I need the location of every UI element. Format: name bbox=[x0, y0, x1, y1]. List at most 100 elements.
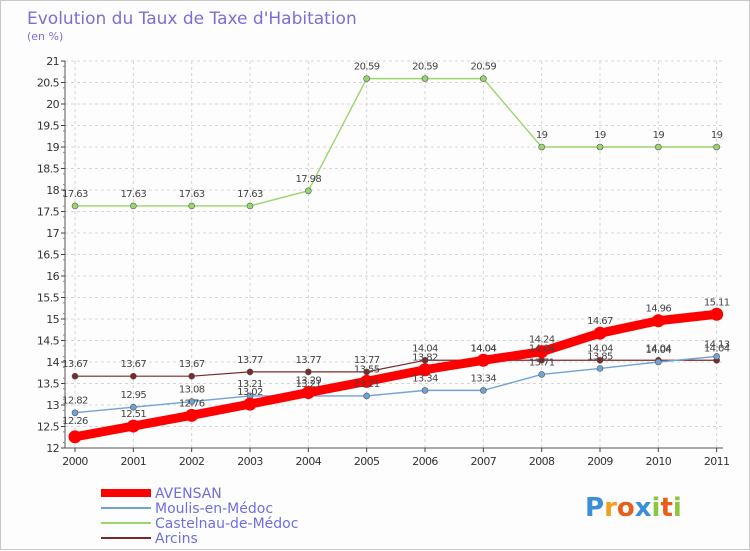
x-tick-label: 2006 bbox=[412, 455, 438, 468]
data-label-arcins: 14.04 bbox=[587, 343, 613, 354]
data-label-avensan: 12.76 bbox=[179, 398, 205, 409]
data-point-arcins bbox=[596, 356, 604, 364]
data-point-moulis-en-m-doc bbox=[188, 398, 195, 405]
data-label-castelnau-de-m-doc: 17.63 bbox=[179, 189, 205, 200]
data-point-avensan bbox=[476, 353, 490, 367]
legend-label-moulis-en-m-doc: Moulis-en-Médoc bbox=[155, 501, 273, 517]
data-point-arcins bbox=[130, 372, 137, 380]
legend-label-castelnau-de-m-doc: Castelnau-de-Médoc bbox=[155, 516, 298, 532]
data-point-avensan bbox=[185, 408, 199, 422]
data-label-moulis-en-m-doc: 13.21 bbox=[296, 379, 322, 390]
series-layer bbox=[68, 75, 724, 444]
y-tick-label: 18 bbox=[46, 184, 59, 197]
y-tick-label: 14 bbox=[46, 356, 59, 369]
data-label-avensan: 13.55 bbox=[354, 364, 380, 375]
y-tick-label: 14.5 bbox=[37, 335, 60, 348]
data-label-moulis-en-m-doc: 12.95 bbox=[121, 390, 147, 401]
logo-letter: r bbox=[604, 493, 617, 523]
data-label-avensan: 12.51 bbox=[121, 409, 147, 420]
data-point-moulis-en-m-doc bbox=[480, 387, 487, 394]
data-label-avensan: 12.26 bbox=[62, 416, 88, 427]
data-point-avensan bbox=[301, 386, 315, 400]
data-point-castelnau-de-m-doc bbox=[421, 75, 429, 82]
data-point-avensan bbox=[68, 430, 82, 444]
data-point-avensan bbox=[126, 419, 140, 433]
y-tick-label: 12 bbox=[46, 442, 59, 455]
data-point-avensan bbox=[593, 326, 607, 340]
data-point-moulis-en-m-doc bbox=[596, 365, 604, 372]
data-label-castelnau-de-m-doc: 19 bbox=[536, 130, 548, 141]
data-label-moulis-en-m-doc: 14.04 bbox=[646, 345, 672, 356]
data-label-moulis-en-m-doc: 13.34 bbox=[471, 373, 497, 384]
y-tick-label: 13 bbox=[46, 399, 59, 412]
series-line-avensan bbox=[74, 309, 718, 442]
data-label-arcins: 14.04 bbox=[529, 343, 555, 354]
x-tick-label: 2005 bbox=[354, 455, 380, 468]
data-label-castelnau-de-m-doc: 20.59 bbox=[412, 62, 438, 73]
data-label-arcins: 14.04 bbox=[471, 343, 497, 354]
data-label-avensan: 13.29 bbox=[296, 376, 322, 387]
data-point-avensan bbox=[710, 307, 724, 321]
data-label-moulis-en-m-doc: 13.85 bbox=[587, 351, 613, 362]
data-label-moulis-en-m-doc: 12.82 bbox=[62, 396, 88, 407]
data-label-arcins: 14.04 bbox=[704, 343, 730, 354]
y-tick-label: 15.5 bbox=[37, 292, 60, 305]
data-label-castelnau-de-m-doc: 17.63 bbox=[237, 189, 263, 200]
y-tick-label: 18.5 bbox=[37, 163, 60, 176]
data-labels: 12.26 12.51 12.76 13.02 13.29 13.55 13.82 14.04… bbox=[62, 62, 730, 427]
data-label-castelnau-de-m-doc: 20.59 bbox=[471, 62, 497, 73]
data-label-castelnau-de-m-doc: 19 bbox=[711, 130, 723, 141]
data-label-castelnau-de-m-doc: 17.63 bbox=[121, 189, 147, 200]
data-label-castelnau-de-m-doc: 17.63 bbox=[62, 189, 88, 200]
y-tick-label: 21 bbox=[46, 55, 59, 68]
legend-label-arcins: Arcins bbox=[155, 531, 198, 547]
y-tick-label: 17 bbox=[46, 227, 59, 240]
data-point-avensan bbox=[360, 374, 374, 388]
y-tick-label: 20.5 bbox=[37, 77, 60, 90]
y-tick-label: 17.5 bbox=[37, 206, 60, 219]
data-point-castelnau-de-m-doc bbox=[538, 143, 545, 151]
data-point-arcins bbox=[305, 368, 312, 376]
data-label-avensan: 14.24 bbox=[529, 335, 555, 346]
chart-title: Evolution du Taux de Taxe d'Habitation bbox=[27, 9, 357, 29]
logo-letter: t bbox=[660, 493, 672, 523]
data-point-moulis-en-m-doc bbox=[538, 371, 545, 378]
data-point-castelnau-de-m-doc bbox=[246, 202, 254, 210]
data-label-arcins: 13.67 bbox=[121, 359, 147, 370]
data-point-moulis-en-m-doc bbox=[71, 409, 79, 417]
data-point-moulis-en-m-doc bbox=[363, 392, 370, 400]
y-tick-label: 16.5 bbox=[37, 249, 60, 262]
data-label-castelnau-de-m-doc: 19 bbox=[594, 130, 606, 141]
data-label-avensan: 13.82 bbox=[412, 353, 438, 364]
data-point-moulis-en-m-doc bbox=[713, 353, 720, 360]
data-label-arcins: 14.04 bbox=[646, 343, 672, 354]
x-tick-label: 2007 bbox=[471, 455, 497, 468]
data-point-castelnau-de-m-doc bbox=[655, 143, 662, 151]
data-label-arcins: 13.67 bbox=[62, 359, 88, 370]
data-label-arcins: 13.77 bbox=[354, 355, 380, 366]
data-point-arcins bbox=[246, 368, 254, 376]
y-tick-label: 19.5 bbox=[37, 120, 60, 133]
data-label-avensan: 15.11 bbox=[704, 297, 730, 308]
x-tick-label: 2010 bbox=[646, 455, 672, 468]
data-point-castelnau-de-m-doc bbox=[305, 187, 312, 195]
data-point-avensan bbox=[651, 314, 665, 328]
data-label-avensan: 13.02 bbox=[237, 387, 263, 398]
data-point-arcins bbox=[71, 372, 79, 380]
legend-label-avensan: AVENSAN bbox=[155, 486, 222, 502]
chart-subtitle: (en %) bbox=[27, 30, 63, 43]
data-point-castelnau-de-m-doc bbox=[71, 202, 79, 210]
data-label-castelnau-de-m-doc: 20.59 bbox=[354, 62, 380, 73]
data-label-arcins: 13.67 bbox=[179, 359, 205, 370]
x-tick-label: 2011 bbox=[704, 455, 730, 468]
x-tick-label: 2008 bbox=[529, 455, 555, 468]
data-point-avensan bbox=[418, 363, 432, 377]
grid bbox=[65, 60, 723, 449]
data-point-castelnau-de-m-doc bbox=[480, 75, 487, 82]
data-label-arcins: 13.77 bbox=[237, 355, 263, 366]
data-label-arcins: 13.77 bbox=[296, 355, 322, 366]
x-tick-label: 2009 bbox=[587, 455, 613, 468]
data-point-avensan bbox=[535, 345, 549, 359]
data-label-castelnau-de-m-doc: 19 bbox=[653, 130, 665, 141]
